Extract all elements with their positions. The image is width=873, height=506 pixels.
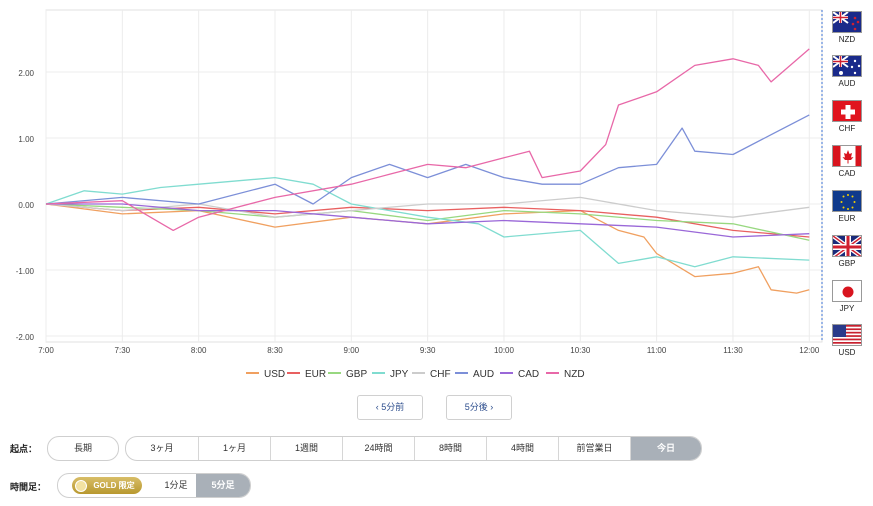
x-tick-label: 8:00 <box>191 346 207 355</box>
legend-label: JPY <box>390 369 409 380</box>
flag-gbp[interactable]: GBP <box>832 235 862 275</box>
gold-pill: GOLD 限定 <box>72 477 142 494</box>
next-5min-button[interactable]: 5分後 › <box>446 395 512 420</box>
series-line-jpy <box>45 176 810 268</box>
flag-chf[interactable]: CHF <box>832 100 862 140</box>
legend-label: CHF <box>430 369 451 380</box>
x-tick-label: 10:00 <box>494 346 515 355</box>
flag-usd[interactable]: USD <box>832 324 862 364</box>
legend-swatch <box>500 372 513 375</box>
legend-swatch <box>412 372 425 375</box>
origin-long-button[interactable]: 長期 <box>47 436 119 461</box>
origin-label: 起点： <box>10 444 38 454</box>
origin-option-3months[interactable]: 3ヶ月 <box>150 443 174 453</box>
legend-label: CAD <box>518 369 540 380</box>
y-tick-label: -2.00 <box>16 333 35 342</box>
flag-cad[interactable]: CAD <box>832 145 862 185</box>
legend-swatch <box>328 372 341 375</box>
origin-option-1month[interactable]: 1ヶ月 <box>198 437 270 460</box>
flag-label: CHF <box>838 124 856 133</box>
legend-item-nzd[interactable]: NZD <box>546 368 585 382</box>
legend-label: GBP <box>346 369 368 380</box>
flag-label: EUR <box>838 214 856 223</box>
legend-item-gbp[interactable]: GBP <box>328 368 367 382</box>
legend-item-usd[interactable]: USD <box>246 368 285 382</box>
legend-label: USD <box>264 369 286 380</box>
chart-legend: USD EUR GBP JPY CHF AUD CAD NZD <box>0 368 873 382</box>
origin-option-24hours[interactable]: 24時間 <box>342 437 414 460</box>
legend-swatch <box>246 372 259 375</box>
flag-label: JPY <box>839 304 855 313</box>
flag-aud[interactable]: AUD <box>832 55 862 95</box>
origin-option-1week[interactable]: 1週間 <box>270 437 342 460</box>
legend-label: AUD <box>473 369 495 380</box>
ch-flag-icon <box>832 100 862 122</box>
legend-label: NZD <box>564 369 585 380</box>
flag-label: GBP <box>838 259 856 268</box>
series-line-chf <box>45 196 810 218</box>
flag-eur[interactable]: EUR <box>832 190 862 230</box>
origin-option-today[interactable]: 今日 <box>630 437 701 460</box>
series-line-cad <box>46 203 810 238</box>
legend-item-jpy[interactable]: JPY <box>372 368 408 382</box>
x-tick-label: 11:00 <box>647 346 667 355</box>
legend-item-chf[interactable]: CHF <box>412 368 451 382</box>
eu-flag-icon <box>832 190 862 212</box>
series-line-gbp <box>45 203 810 241</box>
us-flag-icon <box>832 324 862 346</box>
x-tick-label: 9:30 <box>420 346 436 355</box>
y-tick-label: 2.00 <box>18 69 34 78</box>
x-tick-label: 9:00 <box>344 346 360 355</box>
au-flag-icon <box>832 55 862 77</box>
y-tick-label: 0.00 <box>18 201 34 210</box>
gold-label: GOLD 限定 <box>93 481 135 490</box>
nz-flag-icon <box>832 11 862 33</box>
timeframe-segment: GOLD 限定 1分足 5分足 <box>57 473 251 498</box>
timeframe-option-5min[interactable]: 5分足 <box>196 474 250 497</box>
flag-jpy[interactable]: JPY <box>832 280 862 320</box>
legend-swatch <box>546 372 559 375</box>
timeframe-option-1min[interactable]: 1分足 <box>164 480 188 490</box>
origin-option-prev-business-day[interactable]: 前営業日 <box>558 437 630 460</box>
gold-only-badge: GOLD 限定 <box>58 474 156 497</box>
flag-nzd[interactable]: NZD <box>832 11 862 51</box>
flag-label: NZD <box>838 35 856 44</box>
legend-swatch <box>372 372 385 375</box>
x-tick-label: 12:00 <box>799 346 820 355</box>
prev-5min-button[interactable]: ‹ 5分前 <box>357 395 423 420</box>
currency-strength-chart: 2.00 1.00 0.00 -1.00 -2.007:00 7:30 8:00 8:30 9:… <box>16 9 823 355</box>
jp-flag-icon <box>832 280 862 302</box>
y-tick-label: 1.00 <box>18 135 34 144</box>
x-tick-label: 7:30 <box>115 346 131 355</box>
legend-item-eur[interactable]: EUR <box>287 368 326 382</box>
legend-label: EUR <box>305 369 327 380</box>
flag-label: AUD <box>838 79 856 88</box>
x-tick-label: 11:30 <box>723 346 743 355</box>
origin-option-8hours[interactable]: 8時間 <box>414 437 486 460</box>
x-tick-label: 8:30 <box>267 346 283 355</box>
y-tick-label: -1.00 <box>16 267 35 276</box>
series-line-aud <box>45 114 810 205</box>
series-line-usd <box>45 203 810 294</box>
flag-label: CAD <box>838 169 856 178</box>
flag-label: USD <box>838 348 856 357</box>
legend-swatch <box>287 372 300 375</box>
legend-item-cad[interactable]: CAD <box>500 368 539 382</box>
legend-item-aud[interactable]: AUD <box>455 368 494 382</box>
ca-flag-icon <box>832 145 862 167</box>
x-tick-label: 10:30 <box>570 346 591 355</box>
timeframe-label: 時間足： <box>10 482 47 492</box>
gold-coin-icon <box>75 479 88 492</box>
origin-option-4hours[interactable]: 4時間 <box>486 437 558 460</box>
series-line-nzd <box>45 48 810 232</box>
gb-flag-icon <box>832 235 862 257</box>
origin-segment: 3ヶ月 1ヶ月 1週間 24時間 8時間 4時間 前営業日 今日 <box>125 436 702 461</box>
x-tick-label: 7:00 <box>38 346 54 355</box>
legend-swatch <box>455 372 468 375</box>
